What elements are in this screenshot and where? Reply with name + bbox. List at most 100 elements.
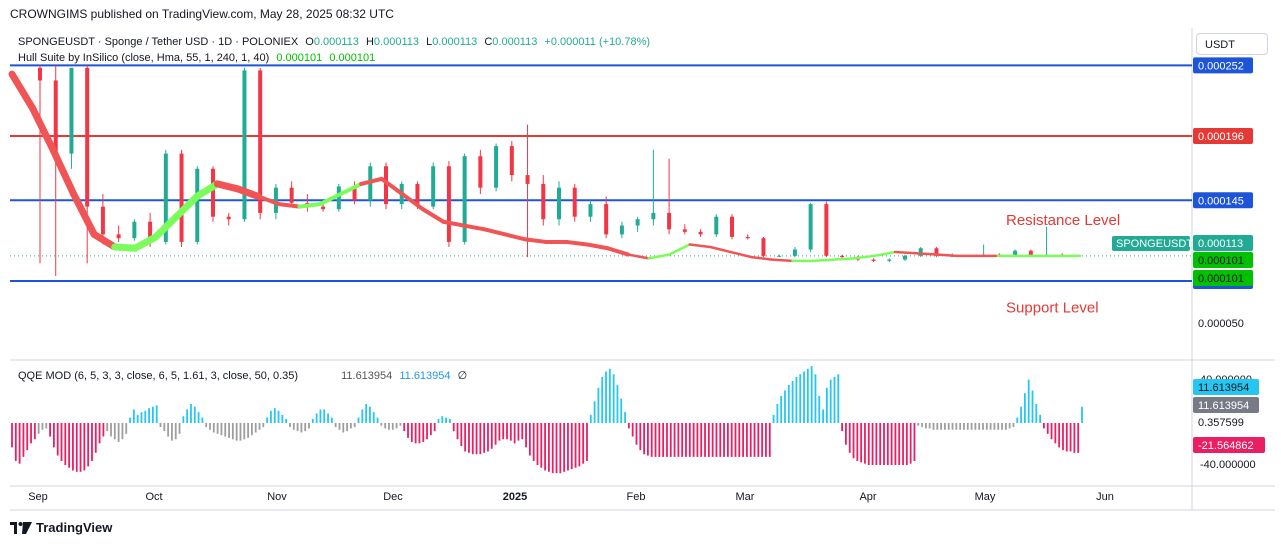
qqe-bar bbox=[220, 423, 223, 436]
qqe-bar bbox=[414, 423, 417, 444]
qqe-bar bbox=[1073, 423, 1076, 453]
indicator-value-1: 0.000101 bbox=[276, 52, 323, 64]
candle-body bbox=[446, 166, 451, 242]
tradingview-logo-icon bbox=[10, 521, 32, 534]
qqe-bar bbox=[121, 423, 124, 440]
qqe-bar bbox=[993, 423, 996, 430]
qqe-bar bbox=[997, 423, 1000, 430]
currency-selector[interactable]: USDT bbox=[1196, 33, 1268, 55]
qqe-bar bbox=[98, 423, 101, 444]
qqe-bar bbox=[129, 417, 131, 423]
qqe-bar bbox=[746, 423, 748, 457]
qqe-bar bbox=[1077, 423, 1080, 453]
qqe-bar bbox=[845, 423, 847, 445]
qqe-bar bbox=[334, 423, 337, 428]
qqe-bar bbox=[540, 423, 543, 468]
candle-body bbox=[604, 204, 609, 235]
qqe-bar bbox=[79, 423, 82, 472]
candle-body bbox=[840, 255, 845, 258]
hull-segment bbox=[8, 70, 37, 112]
hull-segment bbox=[893, 250, 917, 255]
qqe-bar bbox=[464, 423, 467, 452]
candle-body bbox=[824, 204, 829, 256]
qqe-bar bbox=[898, 423, 901, 466]
qqe-bar bbox=[837, 374, 840, 423]
indicator-name[interactable]: Hull Suite by InSilico (close, Hma, 55, … bbox=[18, 52, 270, 64]
y-tick-label: 0.000050 bbox=[1198, 318, 1244, 330]
qqe-bar bbox=[338, 423, 341, 430]
qqe-bar bbox=[391, 423, 394, 430]
qqe-bar bbox=[113, 423, 116, 440]
x-tick-label: Feb bbox=[627, 491, 646, 503]
hull-segment bbox=[914, 252, 938, 256]
qqe-tag: 0.357599 bbox=[1198, 417, 1244, 429]
qqe-bar bbox=[178, 423, 181, 434]
qqe-bar bbox=[349, 423, 352, 429]
hull-segment bbox=[297, 202, 323, 209]
qqe-bar bbox=[239, 423, 242, 441]
qqe-bar bbox=[151, 406, 154, 423]
hull-segment bbox=[605, 246, 631, 257]
symbol-name[interactable]: SPONGEUSDT · Sponge / Tether USD · 1D · … bbox=[18, 36, 299, 48]
qqe-bar bbox=[711, 423, 714, 457]
x-tick-label: Nov bbox=[267, 491, 287, 503]
qqe-bar bbox=[132, 409, 135, 423]
qqe-bar bbox=[1020, 406, 1022, 423]
qqe-bar bbox=[14, 423, 17, 461]
qqe-bar bbox=[905, 423, 908, 466]
qqe-bar bbox=[422, 423, 425, 442]
qqe-bar bbox=[87, 423, 90, 467]
last-price-tag-bg bbox=[1193, 235, 1253, 251]
qqe-bar bbox=[201, 417, 204, 423]
qqe-bar bbox=[688, 423, 691, 457]
qqe-bar bbox=[567, 423, 569, 471]
candle-body bbox=[541, 183, 546, 220]
qqe-bar bbox=[883, 423, 885, 466]
qqe-bar bbox=[548, 423, 550, 472]
level-annotation: Support Level bbox=[1006, 299, 1099, 316]
qqe-bar bbox=[532, 423, 535, 461]
qqe-bar bbox=[365, 404, 368, 423]
last-price-tag: 0.000113 bbox=[1198, 238, 1243, 250]
qqe-bar bbox=[947, 423, 950, 430]
qqe-bar bbox=[833, 376, 836, 423]
qqe-bar bbox=[685, 423, 687, 457]
qqe-bar bbox=[586, 423, 588, 461]
qqe-bar bbox=[860, 423, 863, 463]
level-price-tag: 0.000252 bbox=[1198, 60, 1244, 72]
hull-segment bbox=[49, 146, 78, 198]
qqe-bar bbox=[875, 423, 878, 466]
qqe-bar bbox=[902, 423, 904, 466]
qqe-bar bbox=[342, 423, 345, 433]
candle-body bbox=[682, 229, 687, 232]
qqe-bar bbox=[669, 423, 672, 457]
qqe-bar bbox=[1012, 423, 1015, 428]
qqe-bar bbox=[1004, 423, 1007, 430]
close-label: C bbox=[484, 36, 493, 48]
hull-segment bbox=[70, 190, 98, 238]
qqe-bar bbox=[985, 423, 988, 430]
qqe-bar bbox=[582, 423, 585, 464]
tradingview-footer[interactable]: TradingView bbox=[10, 520, 112, 535]
candle-body bbox=[336, 186, 341, 210]
qqe-bar bbox=[867, 423, 870, 466]
qqe-bar bbox=[106, 423, 109, 432]
qqe-bar bbox=[963, 423, 965, 430]
qqe-name[interactable]: QQE MOD (6, 5, 3, 3, close, 6, 5, 1.61, … bbox=[18, 370, 299, 382]
qqe-bar bbox=[791, 380, 794, 423]
qqe-bar bbox=[490, 423, 493, 449]
x-tick-label: Apr bbox=[859, 491, 876, 503]
qqe-bar bbox=[673, 423, 676, 457]
qqe-bar bbox=[936, 423, 939, 430]
qqe-bar bbox=[475, 423, 478, 455]
qqe-bar bbox=[982, 423, 984, 430]
qqe-bar bbox=[658, 423, 661, 457]
hull-segment bbox=[626, 253, 650, 260]
candle-body bbox=[195, 168, 200, 242]
indicator-legend: Hull Suite by InSilico (close, Hma, 55, … bbox=[18, 52, 375, 64]
qqe-bar bbox=[1043, 423, 1045, 429]
qqe-bar bbox=[742, 423, 745, 457]
qqe-bar bbox=[159, 423, 162, 428]
candle-body bbox=[462, 156, 467, 242]
